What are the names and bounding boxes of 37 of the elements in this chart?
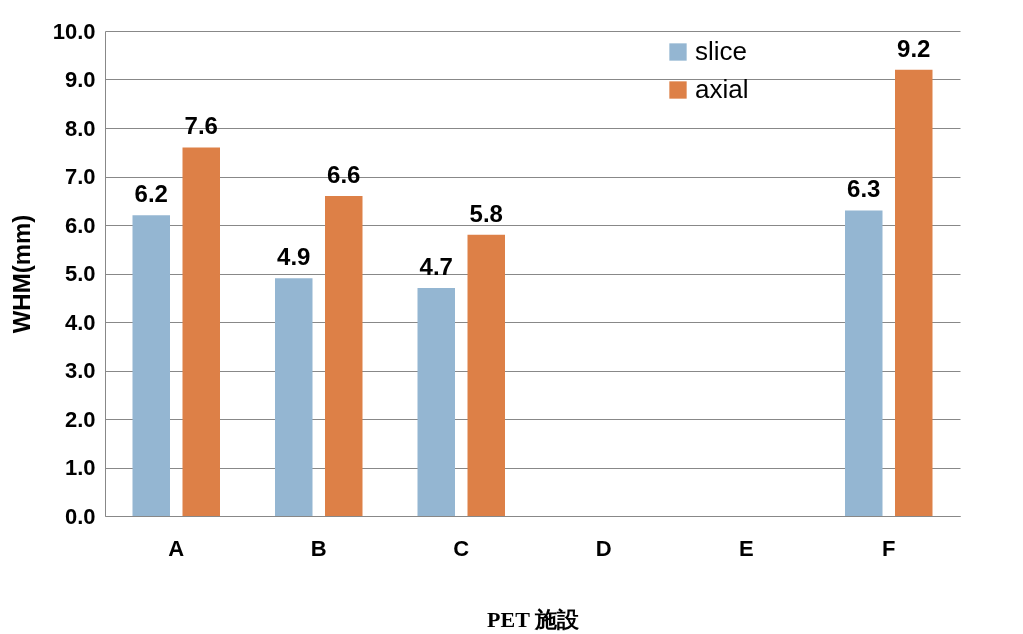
x-tick-label: C [453,535,470,561]
bar [132,215,170,516]
data-label: 9.2 [897,34,931,62]
y-axis-title: WHM(mm) [7,214,35,334]
data-label: 5.8 [469,199,503,227]
y-tick-label: 5.0 [64,261,96,286]
y-tick-label: 0.0 [64,503,96,529]
bar [467,234,505,516]
legend-label: axial [695,74,749,104]
y-tick-label: 3.0 [64,358,96,383]
y-tick-label: 1.0 [64,455,96,480]
bar [417,288,455,516]
y-tick-label: 6.0 [64,212,96,238]
x-tick-label: B [310,535,327,561]
y-tick-label: 7.0 [64,164,96,189]
x-tick-label: D [595,535,612,561]
x-axis-title: PET 施設 [487,606,580,632]
y-tick-label: 4.0 [64,309,96,335]
x-tick-label: E [738,535,754,561]
bar [895,69,933,516]
data-label: 4.7 [419,253,453,281]
data-label: 7.6 [184,112,218,140]
y-tick-label: 9.0 [64,67,96,92]
y-tick-label: 2.0 [64,406,96,432]
data-label: 6.2 [134,180,168,208]
bar [275,278,313,516]
data-label: 6.6 [327,160,361,188]
x-tick-label: F [882,535,896,561]
x-tick-label: A [168,535,185,561]
data-label: 4.9 [277,243,311,271]
data-label: 6.3 [847,175,881,203]
bar [182,147,220,516]
y-tick-label: 10.0 [52,18,96,44]
y-tick-label: 8.0 [64,115,96,141]
bar [845,210,883,516]
legend-label: slice [695,36,748,66]
bar [325,195,363,516]
